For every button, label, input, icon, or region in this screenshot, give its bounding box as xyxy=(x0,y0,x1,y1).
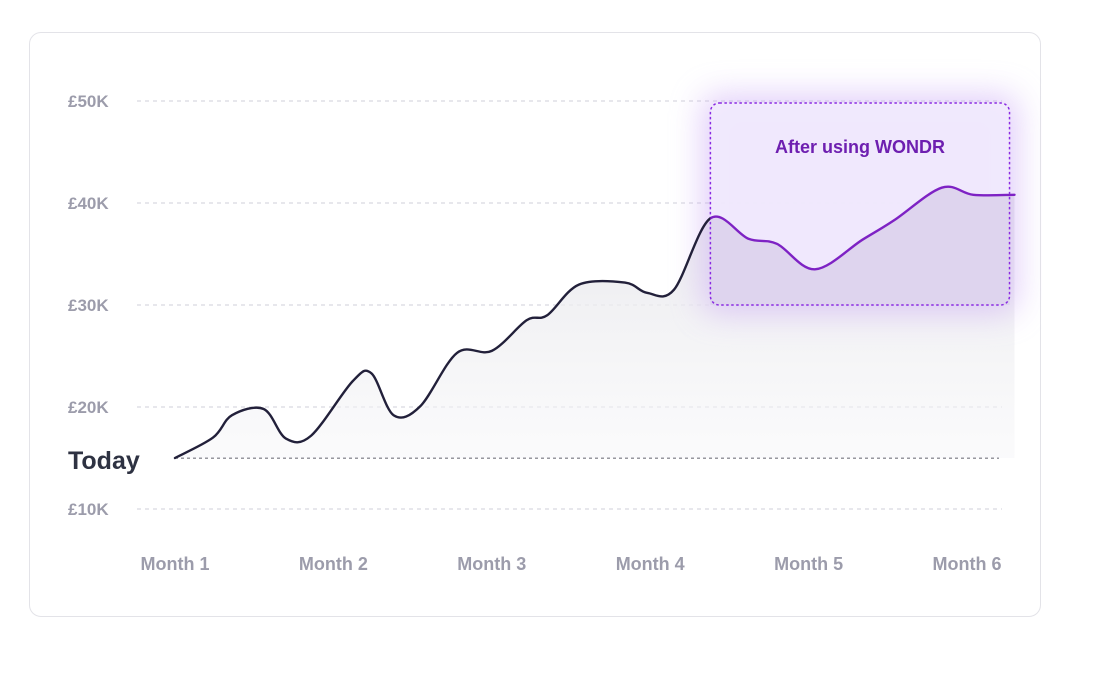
y-tick-label: £20K xyxy=(68,398,109,417)
series-line-highlighted xyxy=(710,185,1016,271)
x-tick-label: Month 5 xyxy=(774,554,843,574)
y-tick-label: £50K xyxy=(68,92,109,111)
growth-chart: After using WONDR £10K £20K £30K £40K £50K Mo… xyxy=(68,92,1018,574)
highlight-label: After using WONDR xyxy=(775,137,945,157)
chart-card: After using WONDR £10K £20K £30K £40K £50K Mo… xyxy=(29,32,1041,617)
y-tick-label: £40K xyxy=(68,194,109,213)
y-tick-label: £30K xyxy=(68,296,109,315)
x-tick-label: Month 3 xyxy=(457,554,526,574)
x-tick-label: Month 2 xyxy=(299,554,368,574)
x-tick-label: Month 4 xyxy=(616,554,685,574)
x-tick-label: Month 1 xyxy=(141,554,210,574)
x-tick-label: Month 6 xyxy=(933,554,1002,574)
highlight-box-border xyxy=(709,102,1011,306)
y-tick-label: £10K xyxy=(68,500,109,519)
series-line xyxy=(173,217,711,460)
area-fill xyxy=(175,186,1015,459)
highlight-area-fill xyxy=(710,186,1010,306)
today-label: Today xyxy=(68,447,140,475)
